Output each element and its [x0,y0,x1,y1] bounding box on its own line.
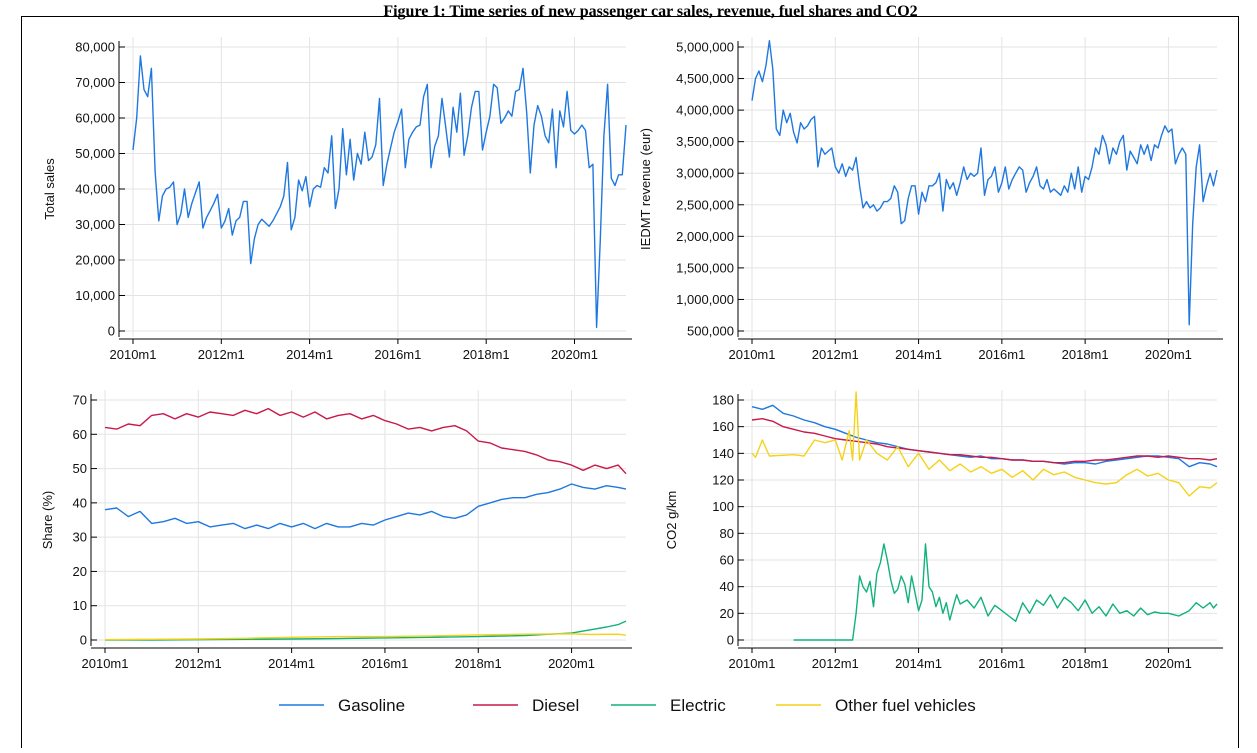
x-tick-label: 2010m1 [110,347,157,362]
y-tick-label: 5,000,000 [676,40,734,55]
y-tick-label: 4,000,000 [676,103,734,118]
y-tick-label: 1,000,000 [676,292,734,307]
y-tick-label: 30,000 [75,217,115,232]
y-tick-label: 40 [720,579,734,594]
y-tick-label: 40,000 [75,182,115,197]
y-tick-label: 120 [712,473,734,488]
y-tick-label: 180 [712,393,734,408]
y-tick-label: 50,000 [75,146,115,161]
x-tick-label: 2018m1 [463,347,510,362]
x-tick-label: 2014m1 [895,656,942,671]
x-tick-label: 2010m1 [729,347,776,362]
series-line-other [751,391,1218,497]
y-tick-label: 0 [80,633,87,648]
y-tick-label: 10,000 [75,288,115,303]
x-tick-label: 2012m1 [812,656,859,671]
x-tick-label: 2020m1 [548,656,595,671]
series-line-gasoline [751,40,1218,326]
series-line-gasoline [132,55,627,329]
y-tick-label: 80 [720,526,734,541]
legend: Gasoline Diesel Electric Other fuel vehicle… [279,696,976,715]
y-tick-label: 50 [73,461,87,476]
legend-label: Diesel [532,696,579,715]
y-tick-label: 60 [73,427,87,442]
panel-bottom-right: 0 20 40 60 80 100 120 140 160 180 2010m1 2012m1 2014… [664,390,1223,671]
x-tick-label: 2018m1 [1062,656,1109,671]
y-tick-label: 20 [720,606,734,621]
panel-bottom-left: 0 10 20 30 40 50 60 70 2010m1 2012m1 2014m1 2016m1 2… [40,390,632,671]
series-line-diesel [104,407,627,475]
y-tick-label: 0 [108,324,115,339]
y-tick-label: 70 [73,393,87,408]
x-tick-label: 2020m1 [551,347,598,362]
x-tick-label: 2012m1 [198,347,245,362]
x-tick-label: 2016m1 [978,656,1025,671]
legend-label: Gasoline [338,696,405,715]
y-tick-label: 20 [73,564,87,579]
series-line-other [104,633,627,641]
x-tick-label: 2018m1 [455,656,502,671]
panel-top-right: 500,000 1,000,000 1,500,000 2,000,000 2,500,… [638,37,1223,362]
x-tick-label: 2020m1 [1145,347,1192,362]
x-tick-label: 2010m1 [729,656,776,671]
series-line-electric [793,543,1218,641]
series-line-electric [105,620,627,641]
x-tick-label: 2014m1 [286,347,333,362]
x-tick-label: 2016m1 [978,347,1025,362]
y-tick-label: 3,500,000 [676,134,734,149]
x-tick-label: 2012m1 [812,347,859,362]
series-line-diesel [751,418,1218,464]
y-tick-label: 40 [73,495,87,510]
y-tick-label: 140 [712,446,734,461]
y-tick-label: 3,000,000 [676,166,734,181]
y-tick-label: 80,000 [75,40,115,55]
y-tick-label: 10 [73,598,87,613]
series-line-gasoline [104,483,627,530]
y-tick-label: 30 [73,530,87,545]
x-tick-label: 2014m1 [268,656,315,671]
y-tick-label: 70,000 [75,75,115,90]
y-tick-label: 160 [712,419,734,434]
figure-frame: Figure 1: Time series of new passenger c… [21,3,1239,748]
x-tick-label: 2016m1 [374,347,421,362]
legend-label: Electric [670,696,726,715]
y-tick-label: 100 [712,499,734,514]
y-tick-label: 2,500,000 [676,197,734,212]
y-tick-label: 1,500,000 [676,260,734,275]
x-tick-label: 2020m1 [1145,656,1192,671]
y-axis-label: Total sales [42,158,57,220]
page-title: Figure 1: Time series of new passenger c… [383,3,918,20]
y-tick-label: 2,000,000 [676,229,734,244]
y-axis-label: IEDMT revenue (eur) [638,128,653,250]
y-tick-label: 500,000 [687,324,734,339]
y-tick-label: 60,000 [75,111,115,126]
x-tick-label: 2018m1 [1062,347,1109,362]
y-tick-label: 4,500,000 [676,71,734,86]
x-tick-label: 2014m1 [895,347,942,362]
y-axis-label: CO2 g/km [664,491,679,550]
x-tick-label: 2012m1 [175,656,222,671]
y-tick-label: 20,000 [75,253,115,268]
y-axis-label: Share (%) [40,491,55,550]
x-tick-label: 2010m1 [82,656,129,671]
y-tick-label: 0 [727,633,734,648]
x-tick-label: 2016m1 [361,656,408,671]
legend-label: Other fuel vehicles [835,696,976,715]
y-tick-label: 60 [720,553,734,568]
panel-top-left: 0 10,000 20,000 30,000 40,000 50,000 60,000 70,… [42,37,632,362]
